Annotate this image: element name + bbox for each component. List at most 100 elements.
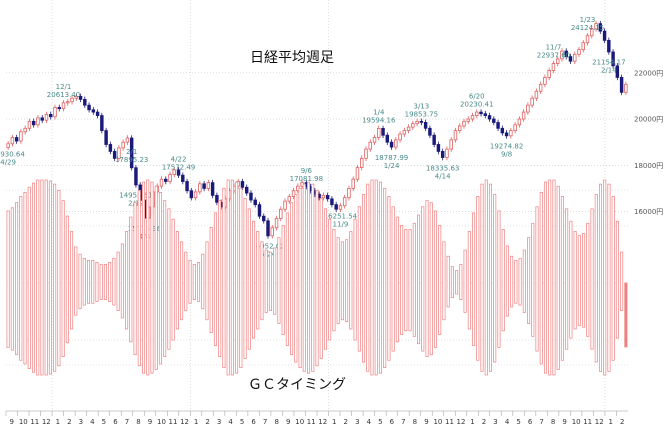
gc-bar [518, 257, 522, 306]
candle [168, 171, 172, 185]
gc-bar [611, 196, 615, 361]
gc-bar [362, 194, 366, 363]
candle [624, 81, 628, 96]
candle [355, 164, 360, 182]
candle [104, 127, 108, 148]
candle [291, 187, 296, 200]
gc-bar [484, 179, 488, 376]
gc-bar [590, 208, 594, 350]
gc-bar [378, 181, 382, 374]
price-annotation: 18787.991/24 [375, 154, 408, 170]
candle [483, 110, 488, 119]
gc-bar [226, 179, 230, 376]
gc-bar [53, 183, 57, 372]
gc-bar [61, 200, 65, 357]
gc-bar [19, 196, 23, 361]
x-tick-label: 10 [19, 418, 28, 426]
candle [202, 181, 206, 192]
gc-bar [74, 246, 78, 316]
candle [210, 179, 215, 199]
gc-bar [23, 192, 27, 365]
gc-bar [197, 262, 201, 302]
candle [44, 111, 49, 123]
candle [121, 139, 125, 151]
candle [360, 155, 364, 171]
gc-bar [531, 222, 535, 337]
annotation-value: 19594.16 [362, 117, 396, 125]
gc-bar [501, 229, 505, 332]
annotation-date: 12/1 [56, 83, 72, 91]
gc-bar [120, 243, 124, 319]
candle [428, 125, 432, 139]
annotation-value: 20230.41 [460, 100, 493, 108]
candle [538, 81, 543, 95]
gc-bar [213, 212, 217, 346]
gc-bar [624, 282, 628, 348]
candle [372, 134, 377, 145]
annotation-date: 2/1 [126, 148, 137, 156]
x-tick-label: 6 [528, 418, 533, 426]
candle [526, 102, 530, 115]
annotation-date: 4/29 [0, 159, 16, 167]
gc-bar [438, 224, 442, 335]
annotation-date: 1/4 [373, 109, 385, 117]
candle [453, 127, 458, 143]
x-tick-label: 4 [90, 418, 95, 426]
price-annotation: 14952.026/24 [251, 243, 284, 259]
x-tick-label: 12 [42, 418, 51, 426]
x-tick-label: 3 [79, 418, 83, 426]
x-tick-label: 5 [102, 418, 106, 426]
x-tick-label: 5 [516, 418, 520, 426]
x-tick-label: 9 [10, 418, 14, 426]
x-tick-label: 10 [295, 418, 304, 426]
gc-bar [307, 181, 311, 374]
candle [411, 120, 415, 130]
gc-bar [442, 241, 446, 321]
gc-bar [459, 264, 463, 300]
gc-bar [340, 241, 344, 321]
gc-bar [455, 270, 459, 295]
candle [100, 112, 104, 134]
gc-bar [395, 216, 399, 343]
gc-bar [573, 231, 577, 330]
candle [543, 74, 547, 88]
candle [330, 196, 334, 208]
candle [547, 67, 551, 81]
gc-bar [349, 231, 353, 330]
candle [49, 111, 53, 120]
candle [615, 63, 620, 81]
gc-bar [408, 229, 412, 332]
gc-bar [133, 202, 137, 356]
x-tick-label: 8 [274, 418, 278, 426]
gc-bar [552, 179, 556, 376]
annotation-value: 18787.99 [375, 154, 408, 162]
gc-bar [374, 179, 378, 376]
gc-bar [86, 259, 91, 304]
candle [577, 46, 581, 58]
x-tick-label: 6 [113, 418, 118, 426]
candle [249, 190, 253, 203]
gc-bar [366, 183, 370, 372]
candle [389, 139, 394, 150]
gc-bar [91, 259, 95, 304]
candle [164, 176, 168, 185]
gc-bar [112, 257, 116, 306]
gc-bar [175, 231, 179, 330]
gc-bar [70, 231, 74, 330]
gc-bar [603, 179, 607, 376]
gc-bar [598, 183, 603, 372]
candle [500, 125, 505, 136]
annotation-date: 2/14 [601, 67, 617, 75]
x-tick-label: 8 [551, 418, 555, 426]
gc-bar [383, 187, 387, 368]
annotation-date: 4/14 [435, 172, 451, 180]
candle [594, 20, 598, 32]
x-tick-label: 2 [67, 418, 71, 426]
candle [61, 100, 66, 112]
y-tick-label: 16000円 [634, 208, 663, 216]
gc-bar [586, 222, 590, 337]
x-tick-label: 4 [228, 418, 233, 426]
